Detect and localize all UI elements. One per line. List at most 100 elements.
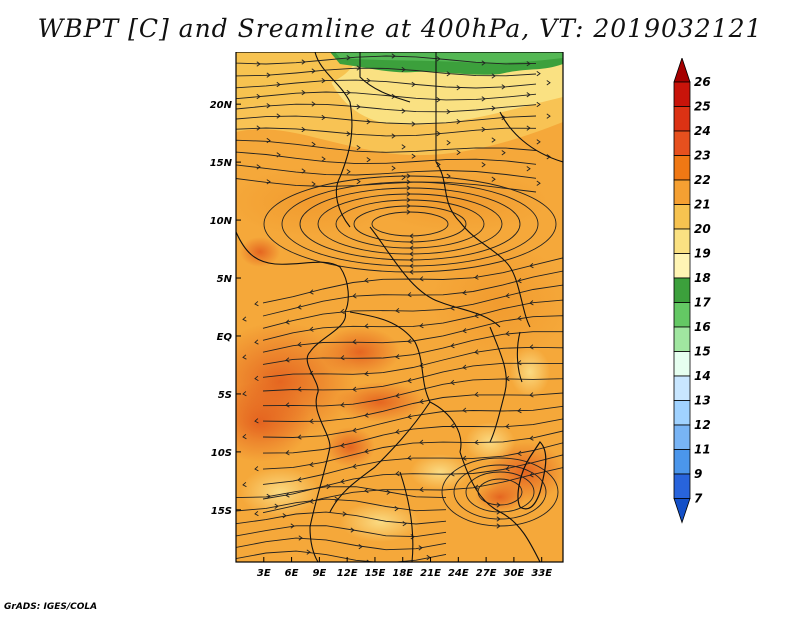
colorbar-label: 17	[694, 296, 711, 310]
streamline-arrow	[297, 386, 302, 392]
streamline-layer	[236, 53, 563, 562]
streamline-arrow	[450, 423, 455, 429]
streamline	[317, 193, 503, 255]
streamline-arrow	[285, 492, 290, 498]
streamline-arrow	[297, 434, 302, 440]
streamline-arrow	[526, 125, 531, 131]
latitude-axis: 20N 15N 10N 5N EQ 5S 10S 15S	[210, 100, 241, 517]
streamline-arrow	[529, 392, 534, 398]
streamline-arrow	[356, 104, 361, 110]
streamline	[236, 55, 537, 65]
streamline	[236, 525, 447, 538]
streamline-arrow	[491, 137, 496, 143]
streamline-arrow	[346, 55, 351, 61]
streamline-arrow	[266, 137, 271, 144]
map-frame	[235, 52, 564, 563]
lat-label: 15S	[211, 506, 232, 517]
lat-label: 5S	[218, 390, 232, 401]
streamline-arrow	[311, 181, 316, 187]
colorbar-label: 15	[694, 345, 711, 359]
streamline-arrow	[401, 66, 406, 73]
colorbar-label: 16	[694, 320, 711, 334]
streamline-arrow	[418, 545, 423, 551]
streamline-arrow	[352, 386, 357, 392]
streamline-arrow	[297, 304, 302, 310]
streamline	[262, 374, 563, 407]
streamline-arrow	[529, 300, 534, 306]
streamline	[299, 187, 521, 261]
streamline	[371, 211, 449, 237]
streamline-arrow	[419, 398, 424, 405]
streamline	[236, 139, 537, 153]
streamline	[465, 471, 535, 513]
streamline	[477, 478, 523, 506]
streamline	[236, 115, 537, 125]
streamline	[263, 175, 557, 273]
lat-label: EQ	[217, 332, 233, 343]
lon-label: 18E	[392, 568, 413, 579]
streamline-arrow	[406, 185, 411, 191]
streamline-arrow	[501, 84, 506, 90]
streamline-arrow	[256, 164, 261, 170]
streamline-arrow	[346, 169, 351, 175]
streamline-arrow	[456, 119, 461, 125]
streamline-arrow	[536, 180, 541, 186]
streamline-arrow	[536, 139, 541, 145]
streamline-arrow	[546, 80, 551, 86]
streamline-arrow	[352, 293, 357, 299]
streamline-arrow	[481, 60, 486, 66]
streamline-arrow	[517, 315, 522, 321]
colorbar-label: 20	[694, 222, 711, 236]
streamline-arrow	[436, 131, 441, 137]
streamline-arrow	[407, 338, 412, 344]
colorbar-swatch	[673, 228, 691, 254]
lon-label: 33E	[531, 568, 552, 579]
streamline-arrow	[297, 477, 302, 483]
streamline-arrow	[391, 53, 396, 59]
streamline-arrow	[406, 197, 411, 203]
lon-label: 30E	[504, 568, 525, 579]
streamline-arrow	[462, 407, 467, 413]
streamline	[262, 270, 563, 317]
streamline-arrow	[254, 510, 259, 517]
streamline	[281, 181, 539, 267]
streamline-arrow	[340, 308, 345, 314]
streamline-arrow	[491, 73, 496, 79]
colorbar-label: 9	[694, 467, 702, 481]
streamline-arrow	[411, 153, 416, 159]
lon-label: 9E	[312, 568, 326, 579]
streamline-arrow	[242, 354, 247, 360]
streamline-arrow	[285, 357, 290, 363]
colorbar-label: 25	[694, 100, 711, 114]
colorbar-swatch	[673, 155, 691, 181]
streamline-arrow	[266, 179, 271, 185]
colorbar-swatch	[673, 253, 691, 279]
streamline-arrow	[346, 131, 351, 137]
colorbar-swatch	[673, 351, 691, 377]
streamline-arrow	[436, 97, 441, 103]
streamline-arrow	[505, 465, 510, 472]
streamline-arrow	[411, 81, 416, 87]
lat-label: 10N	[210, 216, 233, 227]
streamline	[236, 486, 447, 499]
streamline-arrow	[546, 113, 551, 119]
streamline-arrow	[321, 114, 326, 121]
streamline-arrow	[401, 108, 406, 114]
streamline-arrow	[242, 391, 247, 397]
streamline-arrow	[409, 251, 414, 257]
lon-label: 3E	[257, 568, 271, 579]
colorbar: 26 25 24 23 22 21 20 19 18 17 16 15 14 13 12 11 9 7	[668, 56, 728, 560]
streamline-arrow	[436, 56, 441, 62]
streamline	[236, 178, 537, 193]
streamline-arrow	[256, 93, 261, 100]
lat-label: 5N	[217, 274, 233, 285]
streamline-arrow	[536, 71, 541, 77]
streamline-arrow	[517, 408, 522, 414]
streamline-arrow	[496, 502, 501, 508]
streamline-arrow	[326, 483, 331, 490]
streamline-arrow	[529, 472, 534, 478]
streamline-arrow	[446, 71, 451, 77]
streamline	[236, 91, 537, 101]
colorbar-label: 23	[694, 149, 711, 163]
colorbar-label: 24	[694, 124, 711, 138]
